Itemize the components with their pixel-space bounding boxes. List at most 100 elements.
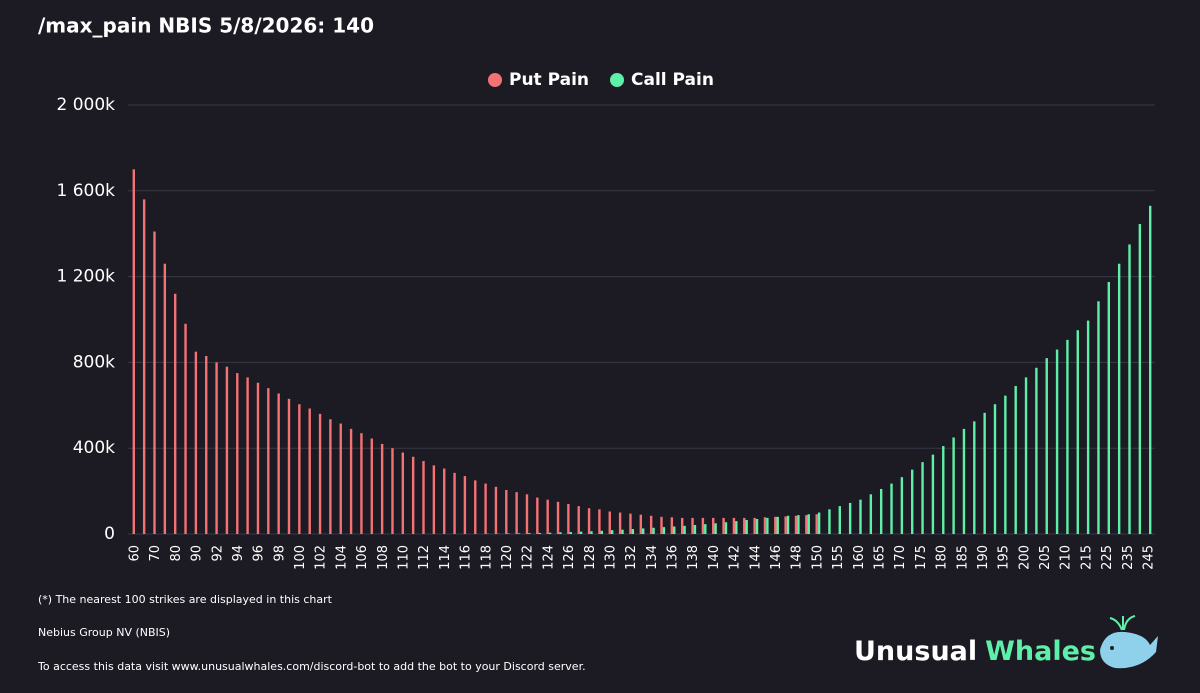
bar [610,530,614,534]
legend-marker [488,73,502,87]
access-note: To access this data visit www.unusualwha… [37,660,586,673]
bar [567,503,570,534]
bar [1076,330,1079,534]
x-tick-label: 104 [334,545,349,570]
x-tick-label: 235 [1121,545,1136,570]
bar [236,373,239,534]
x-tick-label: 140 [707,545,722,570]
bar [1045,358,1048,534]
bar [391,448,394,534]
bar [546,499,549,534]
bar [590,531,593,534]
bar [693,524,697,534]
x-tick-label: 160 [852,545,867,570]
bar [662,527,666,534]
x-tick-label: 148 [790,545,805,570]
bar [608,511,611,534]
bar [380,443,384,534]
bar [786,515,790,534]
legend-label: Put Pain [509,70,589,90]
bar [712,517,715,534]
y-tick-label: 1 600k [56,181,115,201]
x-tick-label: 150 [810,545,825,570]
x-tick-label: 200 [1017,545,1032,570]
bar [443,468,446,534]
bar [805,515,808,534]
x-tick-label: 122 [521,545,536,570]
bar [132,169,135,534]
x-tick-label: 175 [914,545,929,570]
bar [1097,301,1100,534]
x-tick-label: 118 [479,545,494,570]
footnote: (*) The nearest 100 strikes are displaye… [38,593,333,606]
bar [735,521,738,534]
x-tick-label: 138 [686,545,701,570]
y-tick-label: 400k [73,438,115,458]
bar [225,366,229,534]
x-tick-label: 136 [666,545,681,570]
x-tick-label: 126 [562,545,577,570]
x-tick-label: 146 [769,545,784,570]
y-tick-label: 2 000k [56,95,115,115]
bar [538,532,541,534]
bar [722,517,725,534]
x-tick-label: 170 [893,545,908,570]
bar [817,512,821,534]
bar [401,452,405,534]
bar [879,488,883,534]
x-tick-label: 195 [997,545,1012,570]
bar [579,531,583,534]
bar [670,517,674,534]
bar [1138,224,1142,535]
bar [587,508,591,534]
bar [704,524,707,534]
bar [631,529,635,534]
bar [432,465,436,534]
bar [745,520,748,534]
x-tick-label: 132 [624,545,639,570]
bar [474,480,477,534]
bar [629,513,632,534]
bar [890,483,893,534]
bar [318,413,322,534]
bar [1086,320,1090,534]
x-tick-label: 245 [1142,545,1157,570]
brand-word: Unusual [854,636,977,667]
bar [548,532,552,534]
x-tick-label: 90 [190,545,205,562]
bar [153,231,156,534]
bar [308,408,311,534]
bar [505,490,508,534]
bar [517,533,521,534]
bar [598,509,601,534]
bar [701,517,705,534]
bar [277,393,280,534]
y-tick-label: 1 200k [56,267,115,287]
x-tick-label: 80 [169,545,184,562]
bar [600,530,604,534]
bar [528,533,531,534]
bar [525,494,529,534]
bar [556,501,560,534]
bar [639,514,642,534]
x-tick-label: 130 [603,545,618,570]
x-tick-label: 225 [1100,545,1115,570]
x-tick-label: 128 [583,545,598,570]
bar [784,516,787,534]
bar [142,199,146,534]
bar [536,497,539,534]
bar [1035,367,1038,534]
bar [652,527,655,534]
bar [755,518,759,534]
bar [515,492,518,534]
bar [569,532,572,534]
bar [763,517,767,534]
bar [256,382,260,534]
x-tick-label: 114 [438,545,453,570]
x-tick-label: 96 [252,545,267,562]
x-tick-label: 70 [148,545,163,562]
bar [649,515,653,534]
bar [714,523,717,534]
x-tick-label: 102 [314,545,329,570]
